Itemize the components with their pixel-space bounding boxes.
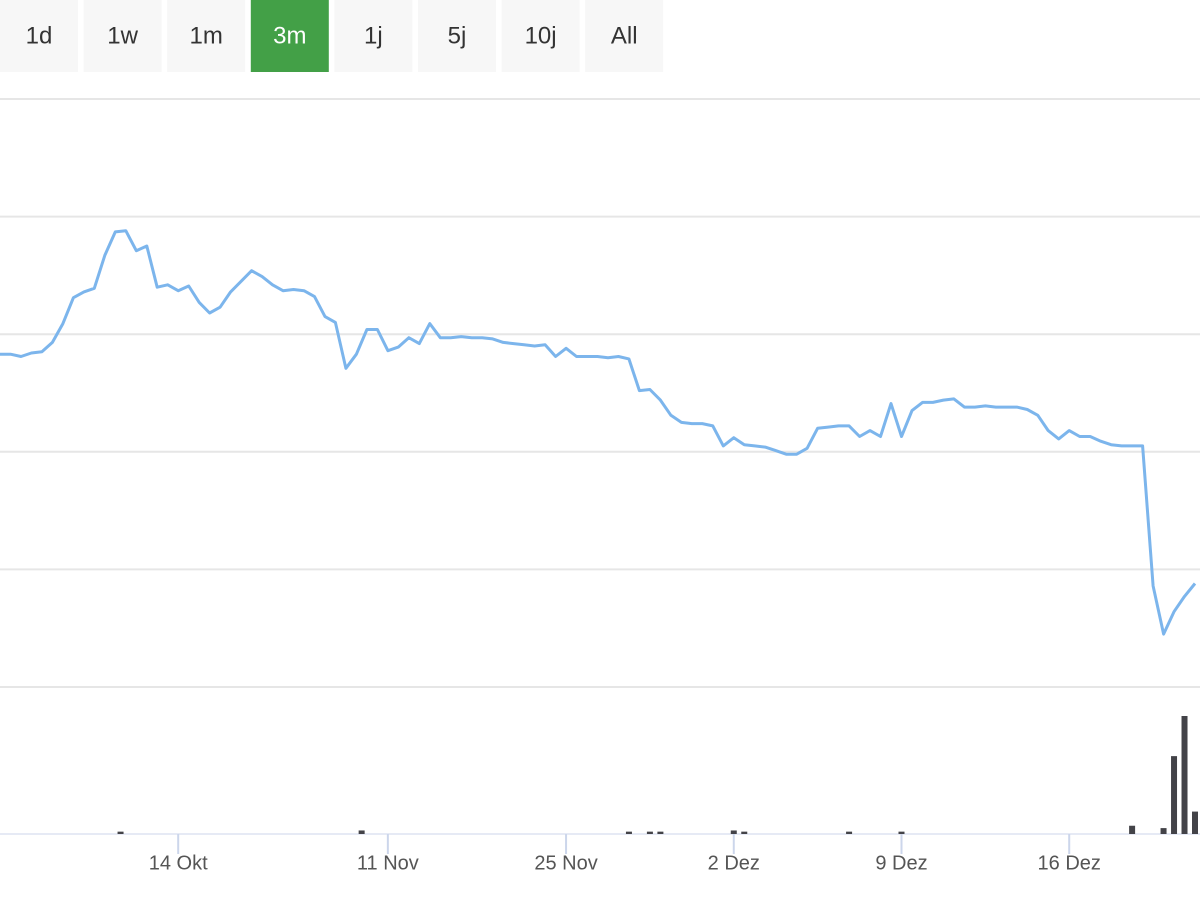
price-line bbox=[0, 229, 1197, 636]
range-button-label: 1m bbox=[190, 22, 223, 49]
volume-bar bbox=[646, 831, 653, 834]
volume-bar bbox=[846, 831, 853, 834]
range-button-label: All bbox=[611, 22, 638, 49]
volume-bar bbox=[657, 831, 664, 834]
range-button-label: 1d bbox=[26, 22, 53, 49]
volume-bar bbox=[1160, 828, 1167, 834]
range-button-bg bbox=[167, 0, 246, 72]
range-button-bg bbox=[418, 0, 496, 72]
x-tick-label: 11 Nov bbox=[357, 852, 419, 874]
range-button[interactable]: All bbox=[585, 0, 664, 72]
volume-bar bbox=[358, 830, 365, 834]
range-button[interactable]: 1d bbox=[0, 0, 78, 72]
volume-bar bbox=[730, 830, 737, 834]
range-button[interactable]: 1j bbox=[334, 0, 413, 72]
volume-bar bbox=[1129, 825, 1136, 834]
range-button-bg bbox=[334, 0, 413, 72]
range-button[interactable]: 5j bbox=[418, 0, 496, 72]
range-button-bg bbox=[83, 0, 162, 72]
volume-bar bbox=[625, 831, 632, 834]
range-button-label: 1w bbox=[107, 22, 138, 49]
volume-bar bbox=[1181, 716, 1188, 834]
x-tick-label: 16 Dez bbox=[1038, 852, 1101, 874]
range-button[interactable]: 1m bbox=[167, 0, 246, 72]
range-button-bg bbox=[250, 0, 329, 72]
range-button-label: 10j bbox=[525, 22, 557, 49]
volume-bar bbox=[117, 831, 124, 834]
range-button-label: 3m bbox=[273, 22, 306, 49]
volume-bar bbox=[741, 831, 748, 834]
range-button-bg bbox=[501, 0, 580, 72]
x-tick-label: 9 Dez bbox=[875, 852, 927, 874]
volume-bar bbox=[1171, 756, 1178, 834]
range-button[interactable]: 1w bbox=[83, 0, 162, 72]
volume-bar bbox=[898, 831, 905, 834]
x-tick-label: 2 Dez bbox=[708, 852, 760, 874]
x-tick-label: 25 Nov bbox=[534, 852, 597, 874]
range-button-bg bbox=[585, 0, 664, 72]
range-button[interactable]: 3m bbox=[250, 0, 329, 72]
range-button-bg bbox=[0, 0, 78, 72]
range-selector: 1d 1w 1m 3m 1j 5j 10j All bbox=[0, 0, 664, 72]
range-button-label: 1j bbox=[364, 22, 383, 49]
x-tick-label: 14 Okt bbox=[149, 852, 208, 874]
range-button[interactable]: 10j bbox=[501, 0, 580, 72]
range-button-label: 5j bbox=[448, 22, 467, 49]
volume-bar bbox=[1192, 811, 1198, 834]
